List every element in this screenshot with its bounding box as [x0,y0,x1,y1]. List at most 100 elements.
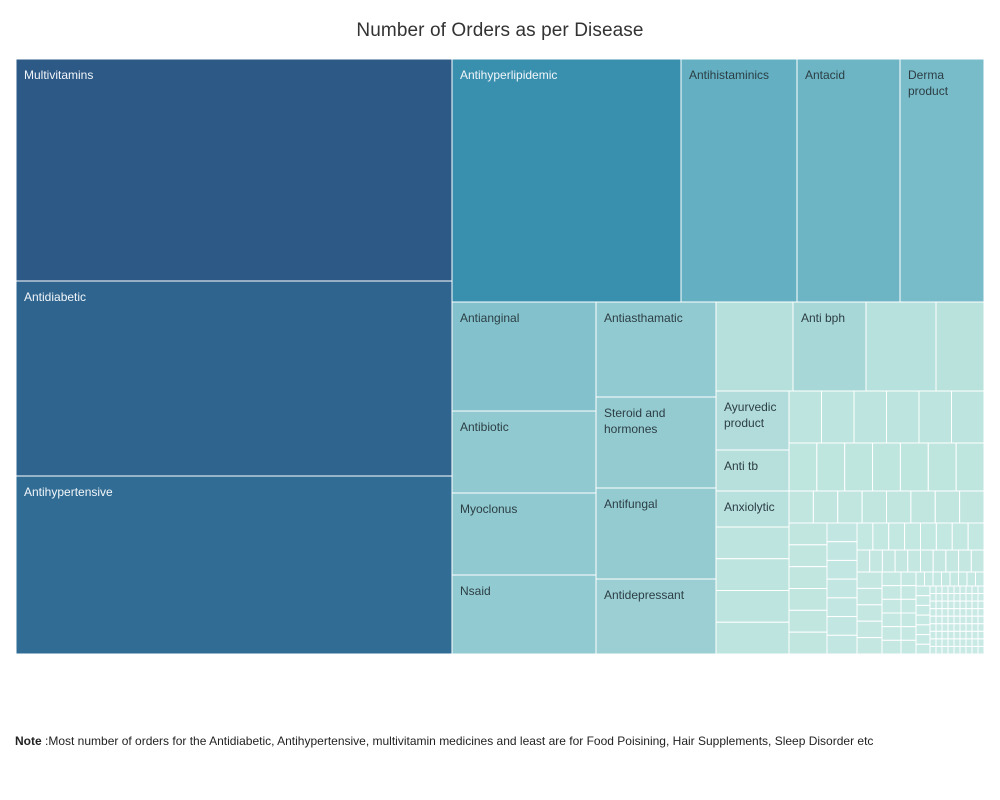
treemap-cell-minor[interactable] [971,630,979,640]
treemap-cell-minor[interactable] [904,522,921,551]
treemap-cell-minor[interactable] [869,549,883,573]
treemap-cell-minor[interactable] [947,630,955,640]
treemap-cell-minor[interactable] [965,585,973,595]
treemap-cell-minor[interactable] [935,615,943,625]
treemap-cell-minor[interactable] [941,623,949,632]
treemap-cell-minor[interactable] [929,615,937,625]
treemap-cell-minor[interactable] [947,645,955,655]
treemap-cell-minor[interactable] [788,442,818,492]
treemap-cell-minor[interactable] [975,571,985,587]
treemap-cell-minor[interactable] [935,301,985,392]
treemap-cell-minor[interactable] [826,634,858,655]
treemap-cell-antihyperlipidemic[interactable] [451,58,682,303]
treemap-cell-minor[interactable] [929,585,937,595]
treemap-cell-minor[interactable] [915,595,931,606]
treemap-cell-minor[interactable] [715,526,790,560]
treemap-cell-minor[interactable] [977,630,985,640]
treemap-cell-minor[interactable] [826,541,858,561]
treemap-cell-minor[interactable] [967,522,985,551]
treemap-cell-minor[interactable] [929,630,937,640]
treemap-cell-minor[interactable] [965,608,973,617]
treemap-cell-minor[interactable] [932,571,942,587]
treemap-cell-minor[interactable] [959,615,967,625]
treemap-cell-minor[interactable] [971,623,979,632]
treemap-cell-minor[interactable] [970,549,985,573]
treemap-cell-minor[interactable] [971,585,979,595]
treemap-cell-minor[interactable] [715,558,790,591]
treemap-cell-minor[interactable] [812,490,839,524]
treemap-cell-minor[interactable] [953,615,961,625]
treemap-cell-minor[interactable] [941,600,949,610]
treemap-cell-minor[interactable] [935,608,943,617]
treemap-cell-minor[interactable] [951,522,969,551]
treemap-cell-minor[interactable] [900,598,917,614]
treemap-cell-minor[interactable] [853,390,887,444]
treemap-cell-minor[interactable] [941,645,949,655]
treemap-cell-minor[interactable] [924,571,934,587]
treemap-cell-minor[interactable] [959,593,967,602]
treemap-cell-minor[interactable] [934,490,961,524]
treemap-cell-minor[interactable] [888,522,906,551]
treemap-cell-minor[interactable] [915,624,931,636]
treemap-cell-minor[interactable] [941,630,949,640]
treemap-cell-minor[interactable] [953,623,961,632]
treemap-cell-minor[interactable] [826,597,858,618]
treemap-cell-minor[interactable] [881,549,896,573]
treemap-cell-minor[interactable] [915,571,925,587]
treemap-cell-minor[interactable] [929,623,937,632]
treemap-cell-anti-tb[interactable] [715,449,790,492]
treemap-cell-derma-product[interactable] [899,58,985,303]
treemap-cell-minor[interactable] [861,490,887,524]
treemap-cell-minor[interactable] [935,522,953,551]
treemap-cell-minor[interactable] [935,630,943,640]
treemap-cell-minor[interactable] [965,623,973,632]
treemap-cell-minor[interactable] [881,585,902,600]
treemap-cell-minor[interactable] [971,638,979,647]
treemap-cell-minor[interactable] [947,623,955,632]
treemap-cell-minor[interactable] [935,623,943,632]
treemap-cell-minor[interactable] [918,390,952,444]
treemap-cell-minor[interactable] [959,600,967,610]
treemap-cell-minor[interactable] [959,645,967,655]
treemap-cell-minor[interactable] [715,621,790,655]
treemap-cell-minor[interactable] [900,626,917,641]
treemap-cell-minor[interactable] [899,442,929,492]
treemap-cell-minor[interactable] [965,645,973,655]
treemap-cell-anxiolytic[interactable] [715,490,790,528]
treemap-cell-multivitamins[interactable] [15,58,453,282]
treemap-cell-minor[interactable] [932,549,947,573]
treemap-cell-minor[interactable] [935,638,943,647]
treemap-cell-minor[interactable] [971,600,979,610]
treemap-cell-minor[interactable] [971,593,979,602]
treemap-cell-minor[interactable] [837,490,863,524]
treemap-cell-minor[interactable] [900,612,917,628]
treemap-cell-minor[interactable] [826,578,858,599]
treemap-cell-minor[interactable] [935,585,943,595]
treemap-cell-minor[interactable] [821,390,855,444]
treemap-cell-minor[interactable] [941,585,949,595]
treemap-cell-minor[interactable] [788,609,828,633]
treemap-cell-minor[interactable] [927,442,957,492]
treemap-cell-minor[interactable] [947,638,955,647]
treemap-cell-minor[interactable] [856,637,883,655]
treemap-cell-minor[interactable] [920,549,934,573]
treemap-cell-minor[interactable] [958,549,972,573]
treemap-cell-antifungal[interactable] [595,487,717,580]
treemap-cell-minor[interactable] [949,571,959,587]
treemap-cell-minor[interactable] [966,571,976,587]
treemap-cell-antihypertensive[interactable] [15,475,453,655]
treemap-cell-minor[interactable] [856,522,874,551]
treemap-cell-minor[interactable] [929,645,937,655]
treemap-cell-minor[interactable] [977,615,985,625]
treemap-cell-minor[interactable] [947,608,955,617]
treemap-cell-minor[interactable] [788,490,814,524]
treemap-cell-minor[interactable] [953,608,961,617]
treemap-cell-minor[interactable] [856,620,883,639]
treemap-cell-minor[interactable] [959,490,985,524]
treemap-cell-minor[interactable] [959,630,967,640]
treemap-cell-minor[interactable] [959,638,967,647]
treemap-cell-minor[interactable] [977,585,985,595]
treemap-cell-minor[interactable] [788,566,828,590]
treemap-cell-minor[interactable] [915,585,931,597]
treemap-cell-minor[interactable] [977,638,985,647]
